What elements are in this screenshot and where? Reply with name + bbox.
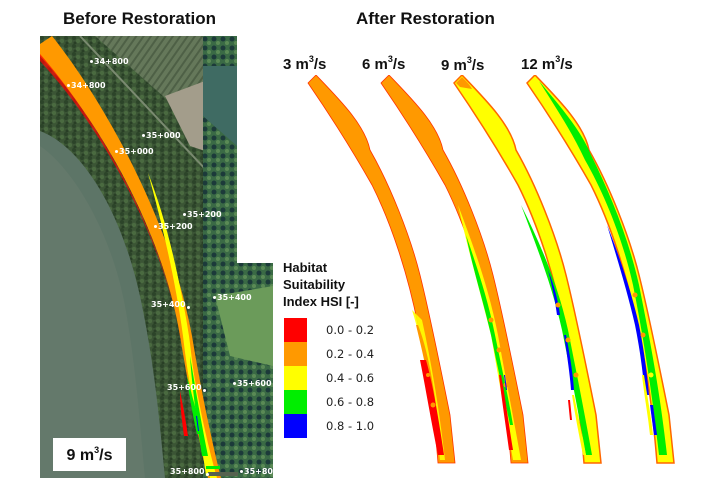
after-restoration-title: After Restoration	[356, 9, 495, 28]
chainage-marker: 35+400	[213, 293, 252, 302]
legend-item: 0.6 - 0.8	[284, 390, 374, 414]
after-restoration-hsi-maps	[307, 75, 675, 464]
chainage-marker: 35+600	[167, 383, 206, 392]
before-restoration-title: Before Restoration	[63, 9, 217, 28]
legend-title: Habitat Suitability Index HSI [-]	[283, 260, 359, 309]
hsi-map-12cms	[526, 75, 675, 464]
flow-label-9: 9 m3/s	[441, 55, 485, 74]
legend-swatch-green	[284, 390, 307, 414]
legend-item: 0.4 - 0.6	[284, 366, 374, 390]
legend-swatch-blue	[284, 414, 307, 438]
legend-item: 0.8 - 1.0	[284, 414, 374, 438]
chainage-marker: 35+000	[142, 131, 181, 140]
satellite-imagery	[40, 36, 273, 478]
flow-label-3: 3 m3/s	[283, 54, 327, 73]
satellite-map-before: 34+800 34+800 35+000 35+000 35+200 35+20…	[40, 36, 273, 478]
hsi-map-6cms	[380, 75, 529, 464]
legend-item: 0.0 - 0.2	[284, 318, 374, 342]
chainage-marker: 34+800	[90, 57, 129, 66]
hsi-map-3cms	[307, 75, 456, 464]
chainage-marker: 35+600	[233, 379, 272, 388]
legend-swatch-orange	[284, 342, 307, 366]
legend-swatch-red	[284, 318, 307, 342]
chainage-marker: 35+000	[115, 147, 154, 156]
chainage-marker: 34+800	[67, 81, 106, 90]
flow-label-6: 6 m3/s	[362, 54, 406, 73]
chainage-marker: 35+800	[240, 467, 273, 476]
chainage-marker: 35+800	[170, 467, 209, 476]
chainage-marker: 35+400	[151, 300, 190, 309]
before-flow-label: 9 m3/s	[53, 438, 126, 471]
legend-swatch-yellow	[284, 366, 307, 390]
flow-label-12: 12 m3/s	[521, 54, 573, 73]
chainage-marker: 35+200	[183, 210, 222, 219]
hsi-legend: 0.0 - 0.2 0.2 - 0.4 0.4 - 0.6 0.6 - 0.8 …	[284, 318, 374, 438]
chainage-marker: 35+200	[154, 222, 193, 231]
hsi-map-9cms	[453, 75, 602, 464]
legend-item: 0.2 - 0.4	[284, 342, 374, 366]
